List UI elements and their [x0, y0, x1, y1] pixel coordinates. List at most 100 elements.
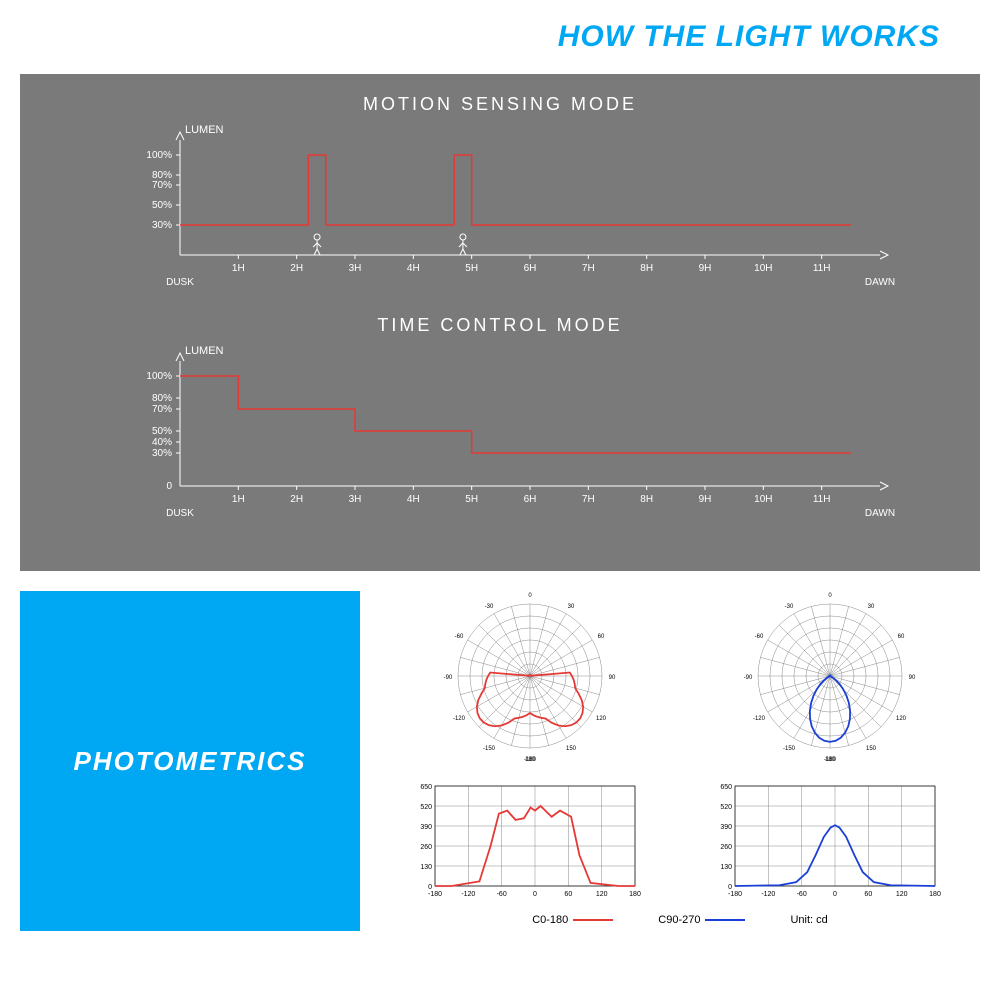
svg-text:DAWN: DAWN	[865, 508, 895, 519]
svg-text:-60: -60	[797, 891, 807, 898]
svg-text:120: 120	[596, 891, 608, 898]
svg-text:50%: 50%	[152, 200, 172, 211]
svg-text:DUSK: DUSK	[166, 508, 194, 519]
header: HOW THE LIGHT WORKS	[0, 0, 1000, 64]
svg-text:-180: -180	[428, 891, 442, 898]
legend-l2: C90-270	[658, 914, 700, 926]
svg-text:4H: 4H	[407, 494, 420, 505]
svg-text:30%: 30%	[152, 220, 172, 231]
svg-text:0: 0	[833, 891, 837, 898]
svg-text:DAWN: DAWN	[865, 277, 895, 288]
svg-text:6H: 6H	[524, 263, 537, 274]
svg-text:180: 180	[825, 757, 836, 763]
svg-text:3H: 3H	[349, 263, 362, 274]
svg-text:LUMEN: LUMEN	[185, 346, 224, 357]
svg-text:180: 180	[525, 757, 536, 763]
svg-text:5H: 5H	[465, 263, 478, 274]
svg-text:30: 30	[568, 604, 575, 610]
svg-text:90: 90	[609, 675, 616, 681]
svg-text:8H: 8H	[640, 494, 653, 505]
photometrics-legend: C0-180 C90-270 Unit: cd	[380, 914, 980, 926]
svg-text:70%: 70%	[152, 180, 172, 191]
cartesian-chart-c90-270: 6505203902601300-180-120-60060120180	[705, 776, 955, 906]
svg-text:-180: -180	[728, 891, 742, 898]
svg-text:120: 120	[896, 716, 907, 722]
svg-text:-150: -150	[783, 746, 796, 752]
svg-text:-120: -120	[761, 891, 775, 898]
svg-text:7H: 7H	[582, 263, 595, 274]
svg-text:-150: -150	[483, 746, 496, 752]
svg-text:4H: 4H	[407, 263, 420, 274]
svg-text:40%: 40%	[152, 437, 172, 448]
svg-text:60: 60	[864, 891, 872, 898]
svg-text:520: 520	[420, 804, 432, 811]
svg-text:2H: 2H	[290, 263, 303, 274]
svg-text:-120: -120	[453, 716, 466, 722]
svg-text:60: 60	[564, 891, 572, 898]
svg-text:-60: -60	[755, 634, 764, 640]
time-control-chart: LUMEN100%80%70%50%40%30%01H2H3H4H5H6H7H8…	[50, 346, 930, 526]
svg-text:390: 390	[720, 824, 732, 831]
svg-text:50%: 50%	[152, 426, 172, 437]
svg-text:0: 0	[533, 891, 537, 898]
motion-sensing-chart: LUMEN100%80%70%50%30%1H2H3H4H5H6H7H8H9H1…	[50, 125, 930, 295]
svg-text:8H: 8H	[640, 263, 653, 274]
svg-text:30: 30	[868, 604, 875, 610]
svg-text:9H: 9H	[699, 494, 712, 505]
svg-text:-30: -30	[785, 604, 794, 610]
svg-text:100%: 100%	[146, 150, 172, 161]
photometrics-box: PHOTOMETRICS	[20, 591, 360, 931]
svg-text:1H: 1H	[232, 494, 245, 505]
svg-text:3H: 3H	[349, 494, 362, 505]
svg-text:60: 60	[898, 634, 905, 640]
svg-text:7H: 7H	[582, 494, 595, 505]
svg-text:180: 180	[929, 891, 941, 898]
svg-text:0: 0	[528, 593, 532, 599]
svg-text:60: 60	[598, 634, 605, 640]
svg-text:80%: 80%	[152, 393, 172, 404]
polar-chart-c90-270: -180-150-120-90-60-300306090120150180	[705, 591, 955, 771]
svg-text:1H: 1H	[232, 263, 245, 274]
svg-text:0: 0	[166, 481, 172, 492]
svg-text:70%: 70%	[152, 404, 172, 415]
svg-text:9H: 9H	[699, 263, 712, 274]
svg-text:DUSK: DUSK	[166, 277, 194, 288]
svg-text:LUMEN: LUMEN	[185, 125, 224, 136]
svg-text:260: 260	[420, 844, 432, 851]
chart1-title: MOTION SENSING MODE	[50, 94, 950, 115]
svg-text:390: 390	[420, 824, 432, 831]
svg-text:10H: 10H	[754, 263, 772, 274]
polar-chart-c0-180: -180-150-120-90-60-300306090120150180	[405, 591, 655, 771]
svg-text:100%: 100%	[146, 371, 172, 382]
chart2-title: TIME CONTROL MODE	[50, 315, 950, 336]
svg-text:180: 180	[629, 891, 641, 898]
svg-text:150: 150	[866, 746, 877, 752]
svg-text:0: 0	[828, 593, 832, 599]
svg-text:30%: 30%	[152, 448, 172, 459]
svg-text:10H: 10H	[754, 494, 772, 505]
svg-text:-120: -120	[753, 716, 766, 722]
photometrics-label: PHOTOMETRICS	[74, 746, 307, 777]
svg-text:0: 0	[428, 884, 432, 891]
svg-text:650: 650	[420, 784, 432, 791]
svg-text:520: 520	[720, 804, 732, 811]
mode-charts-panel: MOTION SENSING MODE LUMEN100%80%70%50%30…	[20, 74, 980, 571]
svg-text:150: 150	[566, 746, 577, 752]
svg-text:-60: -60	[497, 891, 507, 898]
svg-text:650: 650	[720, 784, 732, 791]
svg-text:-30: -30	[485, 604, 494, 610]
svg-text:5H: 5H	[465, 494, 478, 505]
svg-text:-90: -90	[444, 675, 453, 681]
svg-text:0: 0	[728, 884, 732, 891]
svg-text:120: 120	[596, 716, 607, 722]
svg-text:90: 90	[909, 675, 916, 681]
svg-text:11H: 11H	[813, 494, 831, 505]
svg-text:130: 130	[420, 864, 432, 871]
cartesian-chart-c0-180: 6505203902601300-180-120-60060120180	[405, 776, 655, 906]
svg-text:260: 260	[720, 844, 732, 851]
legend-unit: Unit: cd	[790, 914, 827, 926]
svg-text:130: 130	[720, 864, 732, 871]
legend-l1: C0-180	[532, 914, 568, 926]
photometrics-area: -180 -150 -120 -90 -60 -30 0 30 60 90 120 150 180 -1…	[380, 591, 980, 931]
svg-text:-90: -90	[744, 675, 753, 681]
